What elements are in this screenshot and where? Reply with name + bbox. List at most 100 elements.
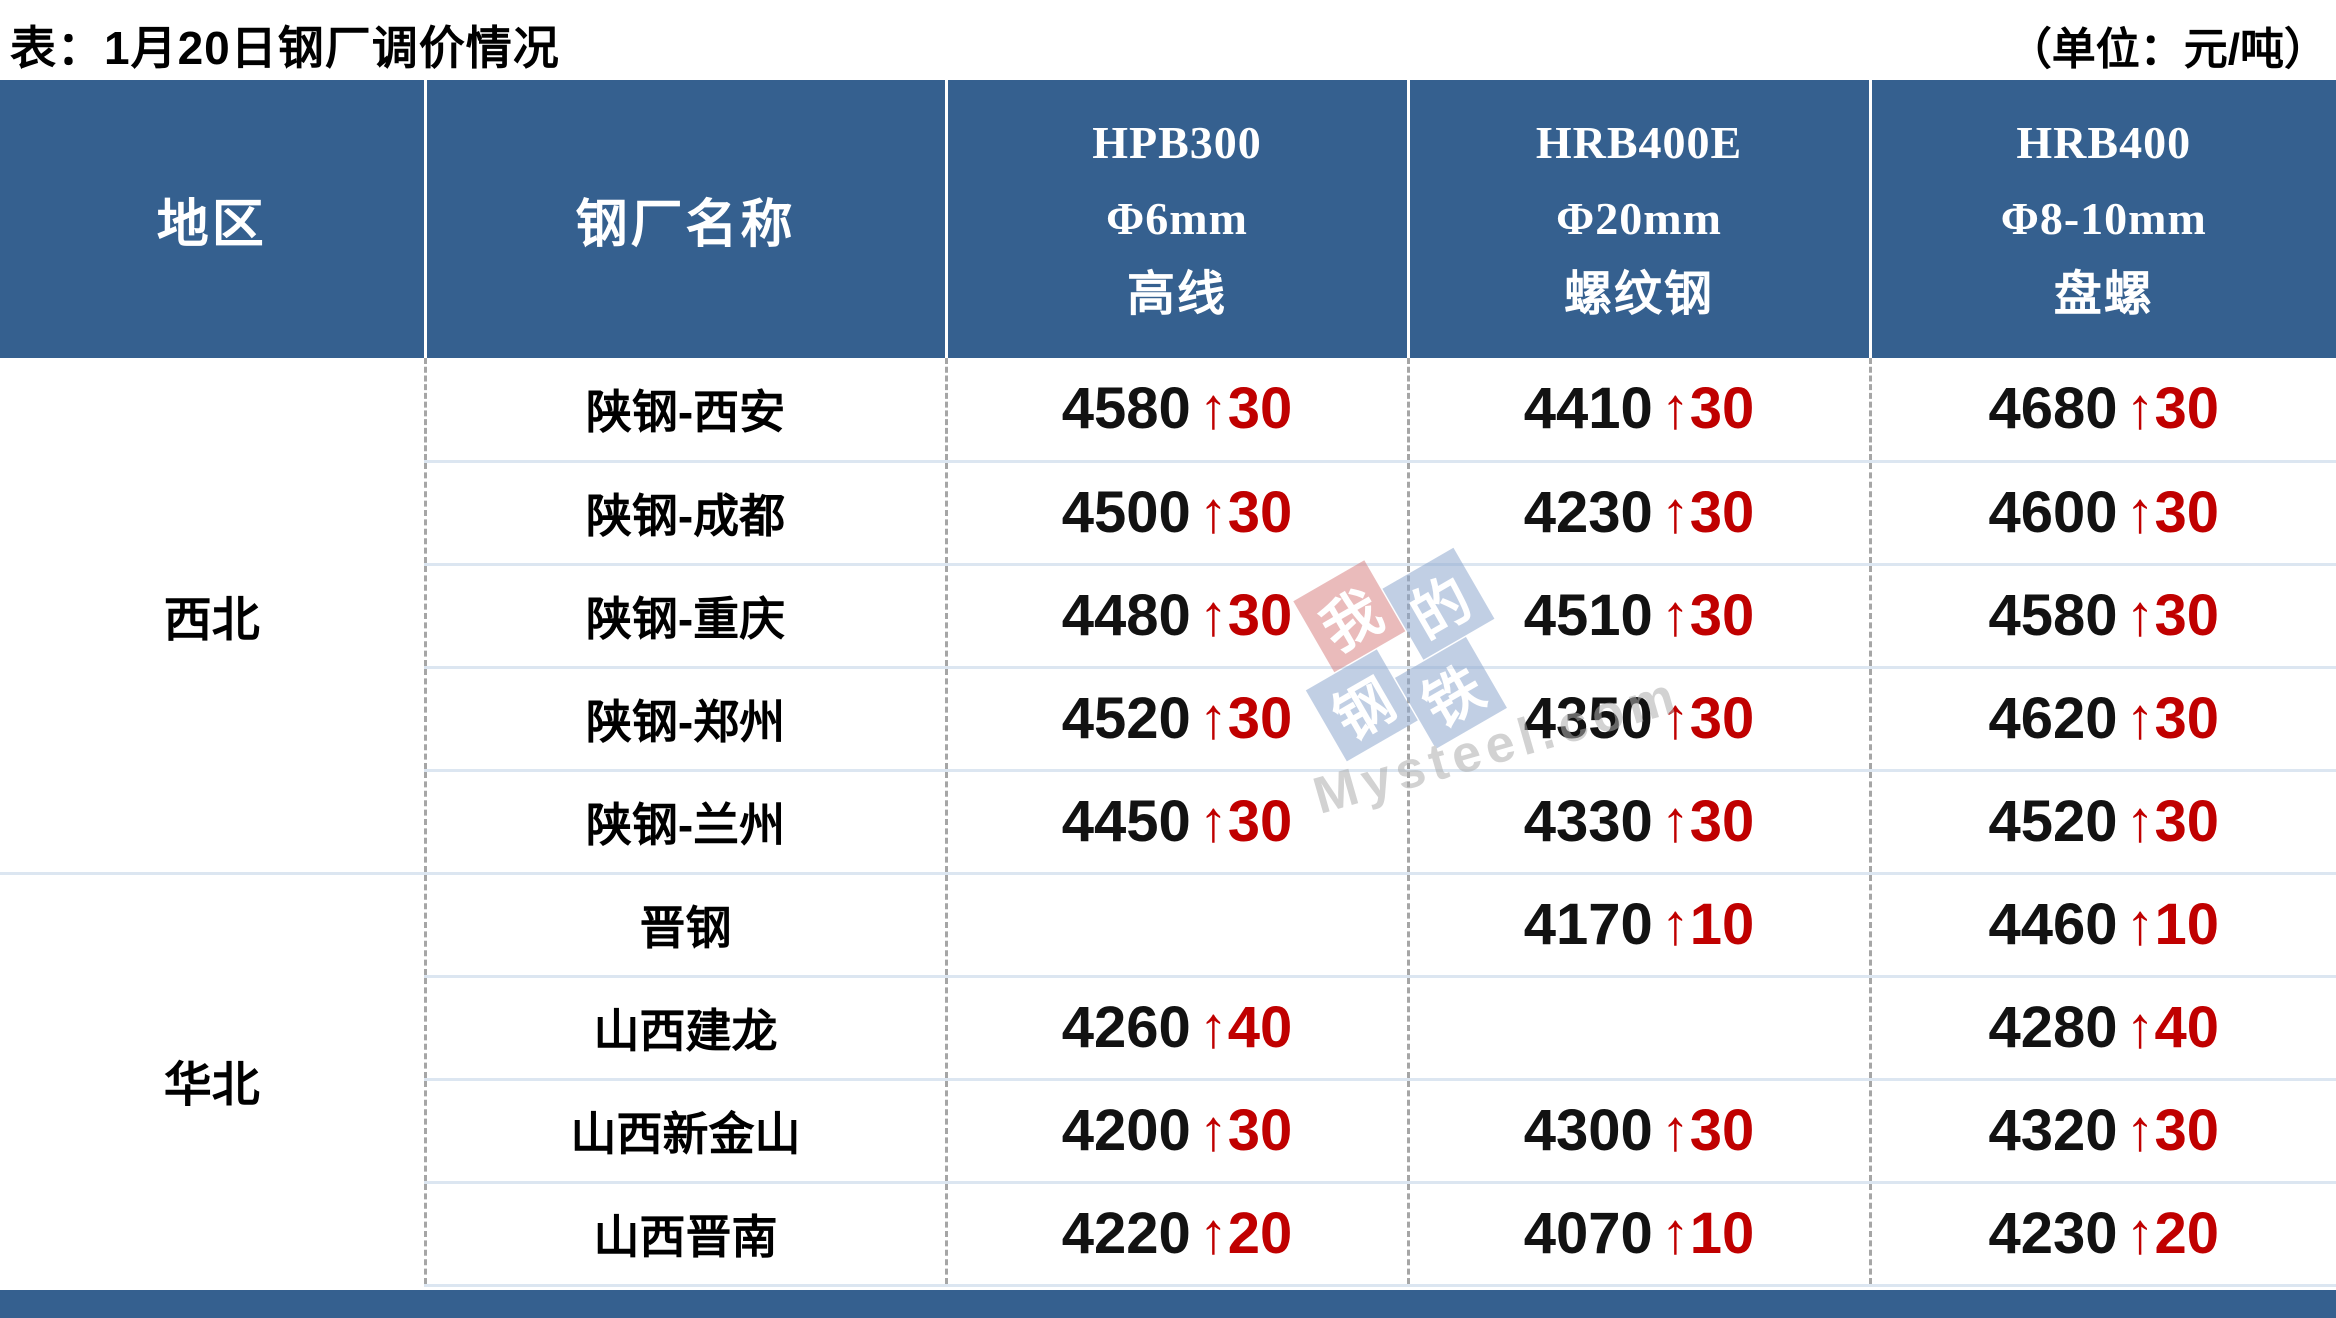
price-value: 4170 xyxy=(1523,892,1653,957)
grade-line: HRB400E xyxy=(1535,117,1743,168)
price-value: 4600 xyxy=(1988,480,2118,545)
price-change: ↑30 xyxy=(1198,376,1293,442)
price-change: ↑20 xyxy=(2125,1201,2220,1266)
price-value: 4500 xyxy=(1061,480,1191,545)
mill-cell: 山西晋南 xyxy=(423,1180,946,1287)
price-cell: 4170 ↑10 xyxy=(1406,871,1870,976)
col-header-hpb300: HPB300 Φ6mm 高线 xyxy=(946,80,1410,358)
table-row: 山西晋南 4220 ↑20 4070 ↑10 4230 ↑20 xyxy=(0,1180,2336,1287)
table-row: 陕钢-成都 4500 ↑30 4230 ↑30 4600 ↑30 xyxy=(0,459,2336,564)
price-change: ↑40 xyxy=(2125,995,2220,1060)
grade-line: HRB400 xyxy=(2016,117,2192,168)
price-change: ↑30 xyxy=(2125,376,2220,442)
price-change: ↑30 xyxy=(2125,480,2220,545)
unit-label: （单位：元/吨） xyxy=(2007,25,2328,74)
mill-cell: 陕钢-兰州 xyxy=(423,768,946,873)
price-value: 4520 xyxy=(1988,789,2118,854)
mill-cell: 山西新金山 xyxy=(423,1077,946,1182)
price-change: ↑30 xyxy=(1660,789,1755,854)
bottom-bar xyxy=(0,1290,2336,1318)
price-value: 4480 xyxy=(1061,583,1191,648)
price-cell: 4350 ↑30 xyxy=(1406,665,1870,770)
product-line: 高线 xyxy=(1126,268,1227,321)
price-value: 4350 xyxy=(1523,686,1653,751)
price-value: 4580 xyxy=(1061,376,1191,442)
price-change: ↑30 xyxy=(2125,686,2220,751)
header-row: 地区 钢厂名称 HPB300 Φ6mm 高线 HRB400E Φ20mm 螺纹钢… xyxy=(0,80,2336,358)
table-header: 地区 钢厂名称 HPB300 Φ6mm 高线 HRB400E Φ20mm 螺纹钢… xyxy=(0,80,2336,358)
price-cell: 4410 ↑30 xyxy=(1406,358,1870,461)
price-value: 4230 xyxy=(1523,480,1653,545)
price-value: 4320 xyxy=(1988,1098,2118,1163)
price-change: ↑30 xyxy=(1660,480,1755,545)
price-change: ↑30 xyxy=(2125,1098,2220,1163)
price-cell: 4070 ↑10 xyxy=(1406,1180,1870,1287)
col-header-hrb400e: HRB400E Φ20mm 螺纹钢 xyxy=(1408,80,1872,358)
price-value: 4230 xyxy=(1988,1201,2118,1266)
price-value: 4510 xyxy=(1523,583,1653,648)
price-value: 4070 xyxy=(1523,1201,1653,1266)
table-row: 华北 晋钢 4170 ↑10 4460 ↑10 xyxy=(0,871,2336,1285)
price-value: 4300 xyxy=(1523,1098,1653,1163)
price-cell: 4580 ↑30 xyxy=(944,358,1408,461)
price-cell: 4510 ↑30 xyxy=(1406,562,1870,667)
mill-cell: 山西建龙 xyxy=(423,974,946,1079)
price-cell xyxy=(1406,974,1870,1079)
col-header-mill: 钢厂名称 xyxy=(425,80,948,358)
col-header-hrb400: HRB400 Φ8-10mm 盘螺 xyxy=(1870,80,2336,358)
price-cell xyxy=(944,871,1408,976)
price-value: 4200 xyxy=(1061,1098,1191,1163)
price-change: ↑30 xyxy=(1660,686,1755,751)
mill-cell: 晋钢 xyxy=(423,871,946,976)
price-value: 4520 xyxy=(1061,686,1191,751)
price-value: 4620 xyxy=(1988,686,2118,751)
price-change: ↑20 xyxy=(1198,1201,1293,1266)
price-cell: 4330 ↑30 xyxy=(1406,768,1870,873)
mill-cell: 陕钢-西安 xyxy=(423,358,946,461)
price-cell: 4260 ↑40 xyxy=(944,974,1408,1079)
price-cell: 4450 ↑30 xyxy=(944,768,1408,873)
price-value: 4680 xyxy=(1988,376,2118,442)
price-change: ↑30 xyxy=(1198,1098,1293,1163)
price-value: 4580 xyxy=(1988,583,2118,648)
price-cell: 4460 ↑10 xyxy=(1868,871,2336,976)
price-change: ↑10 xyxy=(2125,892,2220,957)
mill-cell: 陕钢-重庆 xyxy=(423,562,946,667)
price-cell: 4600 ↑30 xyxy=(1868,459,2336,564)
spec-line: Φ8-10mm xyxy=(2000,193,2207,244)
title-bar: 表：1月20日钢厂调价情况 （单位：元/吨） xyxy=(0,0,2336,80)
price-cell: 4620 ↑30 xyxy=(1868,665,2336,770)
product-line: 螺纹钢 xyxy=(1563,268,1714,321)
table-row: 西北 陕钢-西安 4580 ↑30 4410 ↑30 4680 ↑30 xyxy=(0,358,2336,647)
price-change: ↑30 xyxy=(1660,1098,1755,1163)
price-cell: 4300 ↑30 xyxy=(1406,1077,1870,1182)
grade-line: HPB300 xyxy=(1092,117,1262,168)
price-cell: 4580 ↑30 xyxy=(1868,562,2336,667)
price-cell: 4280 ↑40 xyxy=(1868,974,2336,1079)
price-change: ↑30 xyxy=(1660,376,1755,442)
price-change: ↑30 xyxy=(2125,583,2220,648)
price-value: 4280 xyxy=(1988,995,2118,1060)
price-cell: 4230 ↑20 xyxy=(1868,1180,2336,1287)
price-change: ↑30 xyxy=(1660,583,1755,648)
steel-price-table: 地区 钢厂名称 HPB300 Φ6mm 高线 HRB400E Φ20mm 螺纹钢… xyxy=(0,80,2336,1287)
price-cell: 4230 ↑30 xyxy=(1406,459,1870,564)
price-cell: 4200 ↑30 xyxy=(944,1077,1408,1182)
table-row: 山西新金山 4200 ↑30 4300 ↑30 4320 ↑30 xyxy=(0,1077,2336,1182)
price-change: ↑30 xyxy=(1198,686,1293,751)
mill-cell: 陕钢-成都 xyxy=(423,459,946,564)
price-change: ↑30 xyxy=(2125,789,2220,854)
price-value: 4220 xyxy=(1061,1201,1191,1266)
price-change: ↑30 xyxy=(1198,789,1293,854)
price-value: 4460 xyxy=(1988,892,2118,957)
price-change: ↑30 xyxy=(1198,480,1293,545)
product-line: 盘螺 xyxy=(2053,268,2154,321)
price-change: ↑40 xyxy=(1198,995,1293,1060)
price-cell: 4520 ↑30 xyxy=(944,665,1408,770)
table-body: 西北 陕钢-西安 4580 ↑30 4410 ↑30 4680 ↑30 陕钢-成都 4… xyxy=(0,358,2336,1287)
price-cell: 4320 ↑30 xyxy=(1868,1077,2336,1182)
price-cell: 4480 ↑30 xyxy=(944,562,1408,667)
spec-line: Φ6mm xyxy=(1106,193,1248,244)
price-value: 4450 xyxy=(1061,789,1191,854)
